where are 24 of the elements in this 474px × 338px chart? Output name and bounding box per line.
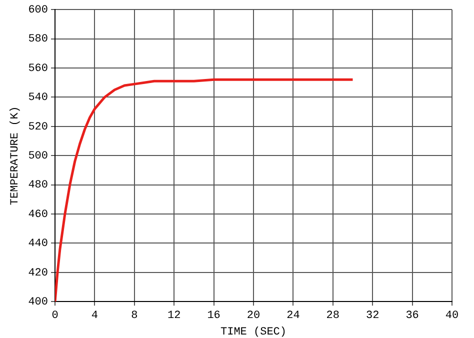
y-tick-label: 460 <box>28 208 48 221</box>
x-tick-label: 40 <box>445 310 459 322</box>
y-tick-label: 580 <box>28 34 48 46</box>
x-tick-label: 20 <box>246 310 260 322</box>
x-tick-label: 16 <box>207 310 220 322</box>
x-tick-label: 0 <box>52 310 58 322</box>
y-tick-label: 540 <box>28 92 48 104</box>
y-tick-label: 560 <box>28 62 48 75</box>
x-tick-label: 4 <box>91 310 98 322</box>
y-tick-label: 520 <box>28 121 48 134</box>
x-tick-label: 8 <box>131 310 138 322</box>
y-tick-label: 400 <box>28 296 48 309</box>
x-axis-title: TIME (SEC) <box>220 326 287 338</box>
x-tick-label: 32 <box>366 310 380 322</box>
x-tick-label: 24 <box>286 310 300 322</box>
y-tick-label: 420 <box>28 267 48 280</box>
y-tick-label: 480 <box>28 180 48 192</box>
x-tick-label: 12 <box>168 310 181 322</box>
y-tick-label: 500 <box>28 150 48 163</box>
y-axis-title: TEMPERATURE (K) <box>10 106 22 206</box>
y-tick-label: 600 <box>28 4 48 17</box>
x-tick-label: 36 <box>406 310 419 322</box>
x-tick-label: 28 <box>326 310 340 322</box>
y-tick-label: 440 <box>28 238 48 250</box>
